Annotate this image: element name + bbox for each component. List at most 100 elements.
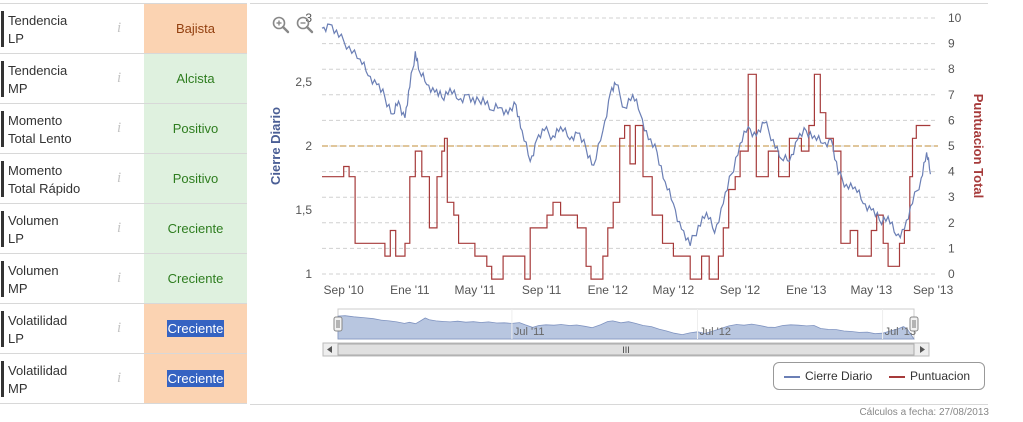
legend-label-puntuacion: Puntuacion <box>910 369 971 383</box>
chart-bottom-border <box>250 404 988 405</box>
legend-swatch-cierre <box>784 375 800 378</box>
left-axis-tick-label: 3 <box>305 11 312 25</box>
indicator-row: Tendencia LP i Bajista <box>0 3 247 53</box>
indicator-marker <box>1 311 4 347</box>
scroll-right-arrow-icon[interactable] <box>920 346 925 353</box>
right-axis-tick-label: 8 <box>948 62 955 76</box>
info-icon[interactable]: i <box>117 20 122 36</box>
legend-swatch-puntuacion <box>889 375 905 378</box>
series-line-puntuacion <box>322 73 931 280</box>
legend-item-cierre[interactable]: Cierre Diario <box>784 363 872 389</box>
scroll-left-arrow-icon[interactable] <box>327 346 332 353</box>
left-axis-tick-label: 2,5 <box>295 75 312 89</box>
indicator-label: Volumen MP <box>8 263 59 296</box>
indicator-value: Creciente <box>167 271 224 286</box>
indicator-marker <box>1 361 4 397</box>
indicator-row: Volumen LP i Creciente <box>0 203 247 253</box>
chart-legend: Cierre Diario Puntuacion <box>773 362 985 390</box>
scrollbar-grip: III <box>622 345 630 355</box>
indicator-label: Momento Total Lento <box>8 113 72 146</box>
info-icon[interactable]: i <box>117 370 122 386</box>
info-icon[interactable]: i <box>117 70 122 86</box>
right-axis-tick-label: 2 <box>948 216 955 230</box>
right-axis-tick-label: 7 <box>948 88 955 102</box>
indicator-label: Tendencia LP <box>8 13 68 46</box>
indicator-marker <box>1 61 4 97</box>
info-icon[interactable]: i <box>117 220 122 236</box>
indicator-row: Momento Total Rápido i Positivo <box>0 153 247 203</box>
left-axis-tick-label: 2 <box>305 139 312 153</box>
x-axis-tick-label: Sep '13 <box>913 283 954 297</box>
indicator-marker <box>1 11 4 47</box>
indicator-value-cell: Bajista <box>144 4 247 53</box>
indicator-value-cell: Positivo <box>144 154 247 203</box>
indicator-label: Volatilidad LP <box>8 313 68 346</box>
navigator-handle-left[interactable] <box>333 316 343 332</box>
indicator-value-cell: Positivo <box>144 104 247 153</box>
indicator-value: Creciente <box>166 370 225 387</box>
indicator-value: Alcista <box>176 71 215 86</box>
indicator-label: Momento Total Rápido <box>8 163 81 196</box>
indicator-label: Volumen LP <box>8 213 59 246</box>
x-axis-tick-label: Ene '11 <box>390 283 430 297</box>
x-axis-tick-label: May '13 <box>850 283 892 297</box>
chart-top-border <box>250 3 988 4</box>
x-axis-tick-label: May '11 <box>455 283 496 297</box>
indicator-value-cell: Creciente <box>144 254 247 303</box>
info-icon[interactable]: i <box>117 170 122 186</box>
navigator-handle-right[interactable] <box>909 316 919 332</box>
navigator-tick-label: Jul '11 <box>514 326 545 338</box>
indicator-row: Volatilidad MP i Creciente <box>0 353 247 404</box>
zoom-out-icon[interactable] <box>296 16 314 34</box>
indicator-value-cell: Creciente <box>144 204 247 253</box>
indicator-value: Bajista <box>175 21 216 36</box>
x-axis-tick-label: May '12 <box>653 283 695 297</box>
x-axis-tick-label: Sep '12 <box>720 283 761 297</box>
indicator-marker <box>1 111 4 147</box>
right-axis-tick-label: 9 <box>948 37 955 51</box>
x-axis-tick-label: Sep '11 <box>522 283 562 297</box>
right-axis-tick-label: 10 <box>948 11 962 25</box>
right-axis-tick-label: 4 <box>948 165 955 179</box>
indicator-label: Tendencia MP <box>8 63 68 96</box>
indicator-value: Positivo <box>172 121 219 136</box>
indicator-row: Volatilidad LP i Creciente <box>0 303 247 353</box>
indicator-row: Volumen MP i Creciente <box>0 253 247 303</box>
indicator-value: Creciente <box>166 320 225 337</box>
navigator-tick-label: Jul '13 <box>885 326 916 338</box>
indicator-value-cell: Alcista <box>144 54 247 103</box>
indicator-value: Creciente <box>167 221 224 236</box>
price-score-chart: 1 1,5 2 2,5 3 0 1 2 3 4 5 6 7 8 9 10 Cierre Diario Puntua… <box>268 11 986 357</box>
right-axis-tick-label: 0 <box>948 267 955 281</box>
indicator-row: Tendencia MP i Alcista <box>0 53 247 103</box>
x-axis-tick-label: Sep '10 <box>324 283 365 297</box>
right-axis-tick-label: 1 <box>948 241 955 255</box>
zoom-in-icon[interactable] <box>272 16 290 34</box>
indicator-value-cell: Creciente <box>144 354 247 403</box>
info-icon[interactable]: i <box>117 320 122 336</box>
x-axis-tick-label: Ene '13 <box>786 283 827 297</box>
indicator-value-cell: Creciente <box>144 304 247 353</box>
info-icon[interactable]: i <box>117 120 122 136</box>
right-axis-tick-label: 6 <box>948 113 955 127</box>
indicator-label: Volatilidad MP <box>8 363 68 396</box>
indicator-marker <box>1 261 4 297</box>
right-axis-title: Puntuacion Total <box>971 94 986 198</box>
scrollbar-thumb <box>337 343 915 356</box>
x-axis-tick-label: Ene '12 <box>588 283 629 297</box>
left-axis-tick-label: 1,5 <box>295 203 312 217</box>
right-axis-tick-label: 5 <box>948 139 955 153</box>
indicator-marker <box>1 211 4 247</box>
legend-label-cierre: Cierre Diario <box>805 369 873 383</box>
right-axis-tick-label: 3 <box>948 190 955 204</box>
indicator-value: Positivo <box>172 171 219 186</box>
left-axis-tick-label: 1 <box>305 267 312 281</box>
navigator-tick-label: Jul '12 <box>699 326 730 338</box>
info-icon[interactable]: i <box>117 270 122 286</box>
indicator-marker <box>1 161 4 197</box>
calculation-date: Cálculos a fecha: 27/08/2013 <box>859 407 989 418</box>
left-axis-title: Cierre Diario <box>268 107 283 185</box>
indicator-table: Tendencia LP i Bajista Tendencia MP i Alcista… <box>0 3 247 404</box>
indicator-row: Momento Total Lento i Positivo <box>0 103 247 153</box>
legend-item-puntuacion[interactable]: Puntuacion <box>889 363 970 389</box>
